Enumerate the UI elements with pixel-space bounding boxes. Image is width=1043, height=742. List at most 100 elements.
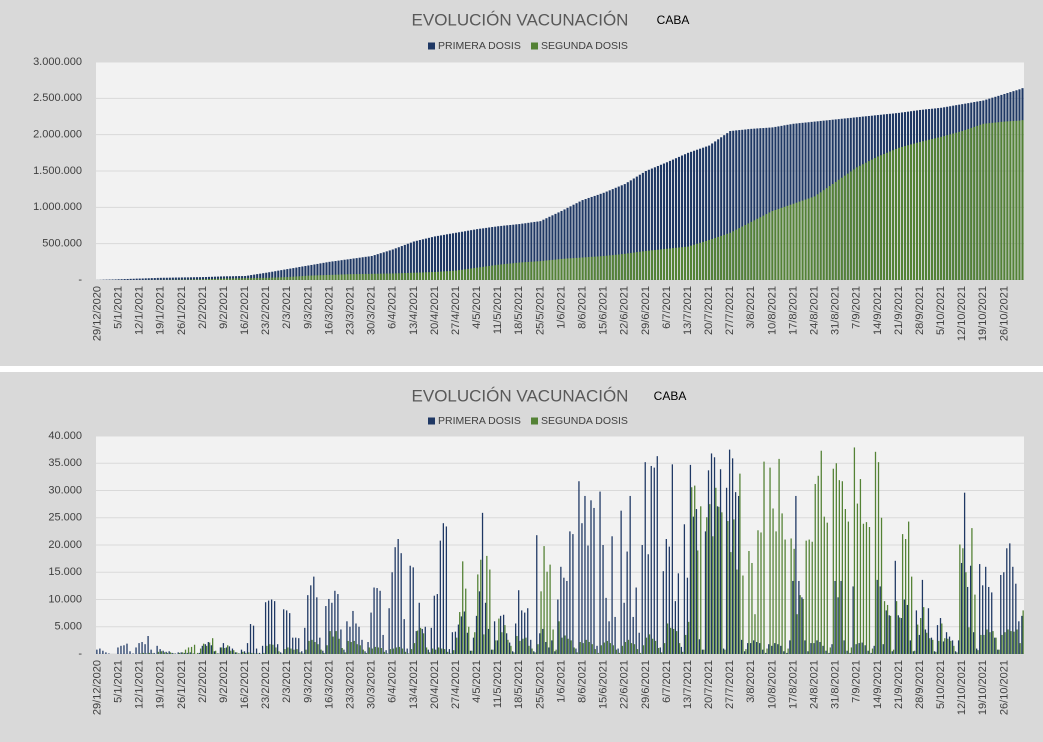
bar: [959, 544, 961, 654]
bar: [370, 612, 372, 654]
bar: [208, 642, 211, 654]
bar: [973, 126, 976, 281]
bar: [765, 214, 768, 280]
bar: [430, 272, 434, 280]
bar: [518, 590, 520, 654]
bar: [129, 278, 132, 280]
bar: [683, 524, 686, 654]
bar: [524, 223, 527, 280]
bar: [780, 645, 782, 654]
bar: [671, 159, 675, 280]
bar: [700, 506, 702, 654]
bar: [831, 184, 834, 280]
bar: [641, 251, 644, 280]
bar: [908, 521, 910, 654]
bar: [602, 192, 605, 280]
bar: [563, 258, 566, 280]
bar: [397, 273, 400, 280]
bar: [132, 278, 135, 280]
bar: [662, 163, 666, 280]
bar: [620, 185, 623, 280]
bar: [281, 653, 283, 654]
bar: [560, 566, 562, 654]
bar: [389, 649, 392, 654]
bar: [1001, 634, 1003, 654]
bar: [361, 639, 363, 654]
bar: [513, 652, 515, 654]
x-tick-label: 1/6/2021: [555, 660, 567, 703]
x-tick-label: 2/3/2021: [281, 660, 293, 703]
bar: [870, 652, 872, 654]
bar: [694, 485, 696, 654]
x-tick-label: 23/3/2021: [345, 286, 357, 335]
bar: [204, 279, 208, 280]
bar: [867, 161, 870, 280]
bar: [280, 277, 283, 280]
bar: [253, 274, 256, 280]
bar: [635, 176, 638, 280]
bar: [877, 462, 880, 654]
bar: [328, 274, 331, 280]
bar: [650, 465, 652, 654]
x-tick-label: 22/6/2021: [619, 660, 631, 709]
x-tick-label: 25/5/2021: [534, 286, 546, 335]
bar: [445, 234, 449, 280]
bar: [734, 492, 737, 654]
bar: [650, 168, 653, 280]
bar: [326, 645, 328, 654]
bar: [343, 259, 346, 280]
bar: [917, 624, 919, 654]
bar: [551, 640, 553, 654]
bar: [461, 231, 464, 280]
bar: [424, 626, 426, 654]
bar: [696, 149, 699, 280]
bar: [706, 517, 708, 654]
bar: [932, 639, 934, 654]
bar: [144, 644, 146, 654]
bar: [525, 637, 527, 654]
bar: [428, 652, 431, 654]
bar: [307, 595, 309, 654]
bar: [475, 615, 478, 654]
bar: [536, 535, 538, 654]
bar: [956, 652, 958, 654]
bar: [205, 645, 208, 654]
bar: [237, 653, 240, 654]
bar: [696, 243, 699, 280]
bar: [362, 649, 364, 654]
x-tick-label: 24/8/2021: [809, 286, 821, 335]
bar: [864, 162, 867, 280]
bar: [431, 648, 434, 654]
bar: [937, 137, 940, 280]
bar: [982, 585, 984, 654]
bar: [725, 487, 728, 654]
bar: [322, 650, 324, 654]
bar: [744, 129, 747, 280]
bar: [280, 270, 283, 280]
bar: [509, 263, 512, 280]
bar: [584, 495, 586, 654]
bar: [947, 638, 949, 654]
bar: [1003, 121, 1006, 280]
bar: [970, 127, 973, 281]
bar: [171, 652, 173, 654]
bar: [138, 643, 140, 654]
bar: [933, 651, 936, 654]
bar: [1012, 120, 1015, 280]
bar: [760, 532, 762, 654]
bar: [614, 254, 617, 280]
bar: [867, 650, 869, 654]
bar: [765, 652, 767, 654]
bar: [717, 236, 720, 280]
bar: [313, 264, 316, 280]
bar: [685, 634, 687, 654]
bar: [861, 164, 864, 280]
bar: [292, 637, 294, 654]
bar: [436, 235, 440, 280]
bar: [412, 567, 414, 654]
bar: [566, 207, 569, 280]
bar: [96, 649, 98, 654]
y-tick-label: 5.000: [54, 621, 82, 633]
bar: [168, 277, 171, 280]
bar: [240, 649, 243, 654]
